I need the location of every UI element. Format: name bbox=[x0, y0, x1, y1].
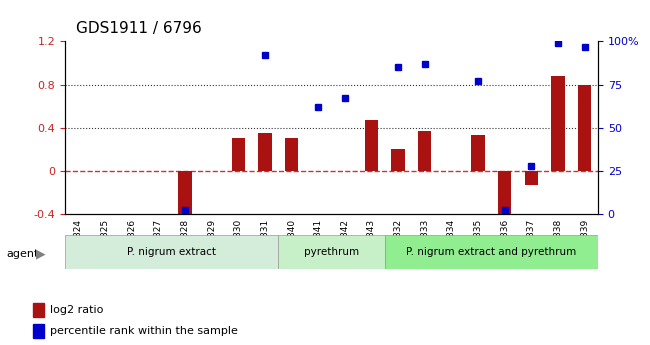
Text: pyrethrum: pyrethrum bbox=[304, 247, 359, 257]
Text: GDS1911 / 6796: GDS1911 / 6796 bbox=[75, 21, 202, 36]
Text: percentile rank within the sample: percentile rank within the sample bbox=[50, 326, 238, 336]
Bar bbox=[32, 324, 44, 338]
Bar bbox=[525, 171, 538, 185]
FancyBboxPatch shape bbox=[65, 235, 278, 269]
Bar bbox=[178, 171, 192, 223]
Text: agent: agent bbox=[6, 249, 39, 258]
Text: ▶: ▶ bbox=[36, 247, 46, 260]
FancyBboxPatch shape bbox=[385, 235, 598, 269]
Bar bbox=[365, 120, 378, 171]
Bar bbox=[258, 133, 272, 171]
Bar bbox=[418, 131, 432, 171]
Bar bbox=[231, 138, 245, 171]
Text: P. nigrum extract: P. nigrum extract bbox=[127, 247, 216, 257]
Bar bbox=[391, 149, 405, 171]
Bar bbox=[498, 171, 512, 225]
Bar bbox=[32, 303, 44, 317]
Bar bbox=[578, 85, 592, 171]
Bar bbox=[551, 76, 565, 171]
Text: P. nigrum extract and pyrethrum: P. nigrum extract and pyrethrum bbox=[406, 247, 577, 257]
Text: log2 ratio: log2 ratio bbox=[50, 305, 103, 315]
Bar bbox=[285, 138, 298, 171]
FancyBboxPatch shape bbox=[278, 235, 385, 269]
Bar bbox=[471, 135, 485, 171]
